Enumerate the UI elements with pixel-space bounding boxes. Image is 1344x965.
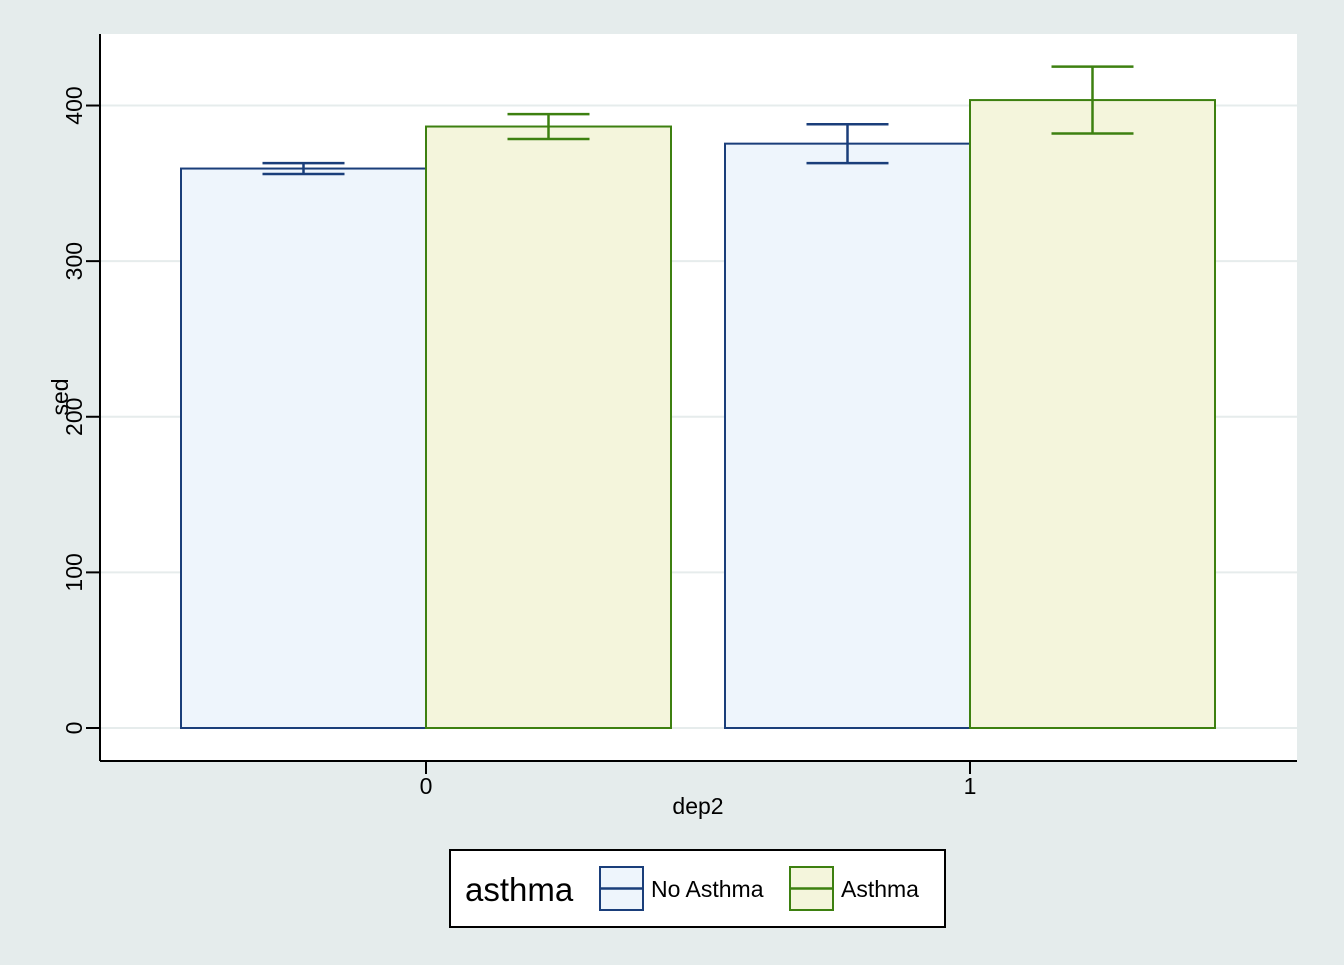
y-tick-label: 100: [61, 553, 87, 591]
x-tick-label: 1: [964, 773, 977, 799]
legend-items: No Asthma Asthma: [599, 866, 919, 911]
legend-label: Asthma: [841, 876, 919, 902]
legend-label: No Asthma: [651, 876, 764, 902]
y-tick-label: 200: [61, 398, 87, 436]
legend: asthma No Asthma Asthma: [449, 849, 946, 928]
legend-title: asthma: [465, 871, 574, 908]
y-axis-label: sed: [47, 378, 73, 415]
error-bars: [262, 65, 1134, 176]
y-tick-label: 0: [61, 722, 87, 735]
y-tick-label: 300: [61, 242, 87, 280]
x-axis-label: dep2: [672, 793, 723, 819]
legend-box: [449, 849, 946, 928]
x-tick-label: 0: [420, 773, 433, 799]
y-tick-label: 400: [61, 86, 87, 124]
axes: [99, 34, 1297, 762]
bars: [180, 99, 1216, 730]
bar-asthma-0: [425, 125, 672, 730]
bar-no-asthma-1: [724, 142, 971, 729]
y-ticks: 0 100 200 300 400: [61, 86, 100, 734]
bar-no-asthma-0: [180, 167, 427, 730]
bar-asthma-1: [969, 99, 1216, 729]
